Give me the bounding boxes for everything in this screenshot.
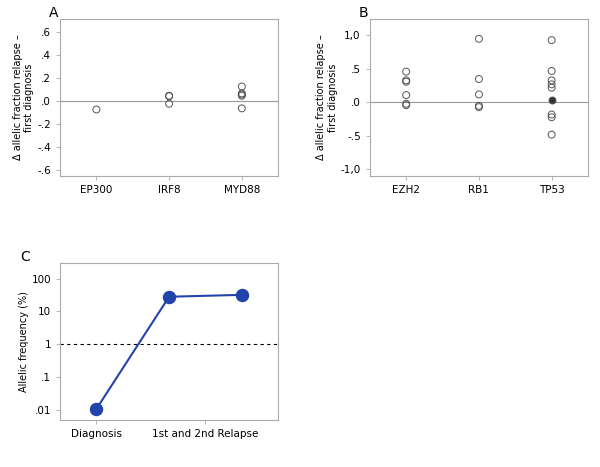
Point [474, 102, 484, 110]
Point [237, 105, 247, 112]
Point [237, 91, 247, 98]
Text: C: C [21, 250, 31, 264]
Point [237, 83, 247, 90]
Point [547, 36, 556, 44]
Y-axis label: Allelic frequency (%): Allelic frequency (%) [19, 291, 29, 392]
Text: A: A [49, 6, 59, 20]
Point [401, 78, 411, 85]
Point [547, 84, 556, 92]
Point [92, 106, 101, 113]
Point [474, 35, 484, 42]
Point [401, 101, 411, 109]
Point [401, 92, 411, 99]
Y-axis label: Δ allelic fraction relapse –
first diagnosis: Δ allelic fraction relapse – first diagn… [316, 35, 338, 160]
Point [164, 100, 174, 107]
Point [547, 111, 556, 118]
Point [401, 68, 411, 75]
Point [164, 92, 174, 99]
Point [474, 91, 484, 98]
Point [401, 77, 411, 84]
Point [547, 113, 556, 121]
Point [547, 96, 556, 104]
Point [474, 103, 484, 111]
Point [547, 67, 556, 75]
Point [547, 81, 556, 88]
Text: B: B [359, 6, 368, 20]
Point [547, 131, 556, 138]
Point [237, 291, 247, 298]
Point [237, 90, 247, 97]
Point [237, 92, 247, 99]
Point [164, 92, 174, 100]
Y-axis label: Δ allelic fraction relapse –
first diagnosis: Δ allelic fraction relapse – first diagn… [13, 35, 34, 160]
Point [474, 75, 484, 83]
Point [547, 77, 556, 84]
Point [401, 100, 411, 107]
Point [164, 293, 174, 300]
Point [92, 405, 101, 413]
